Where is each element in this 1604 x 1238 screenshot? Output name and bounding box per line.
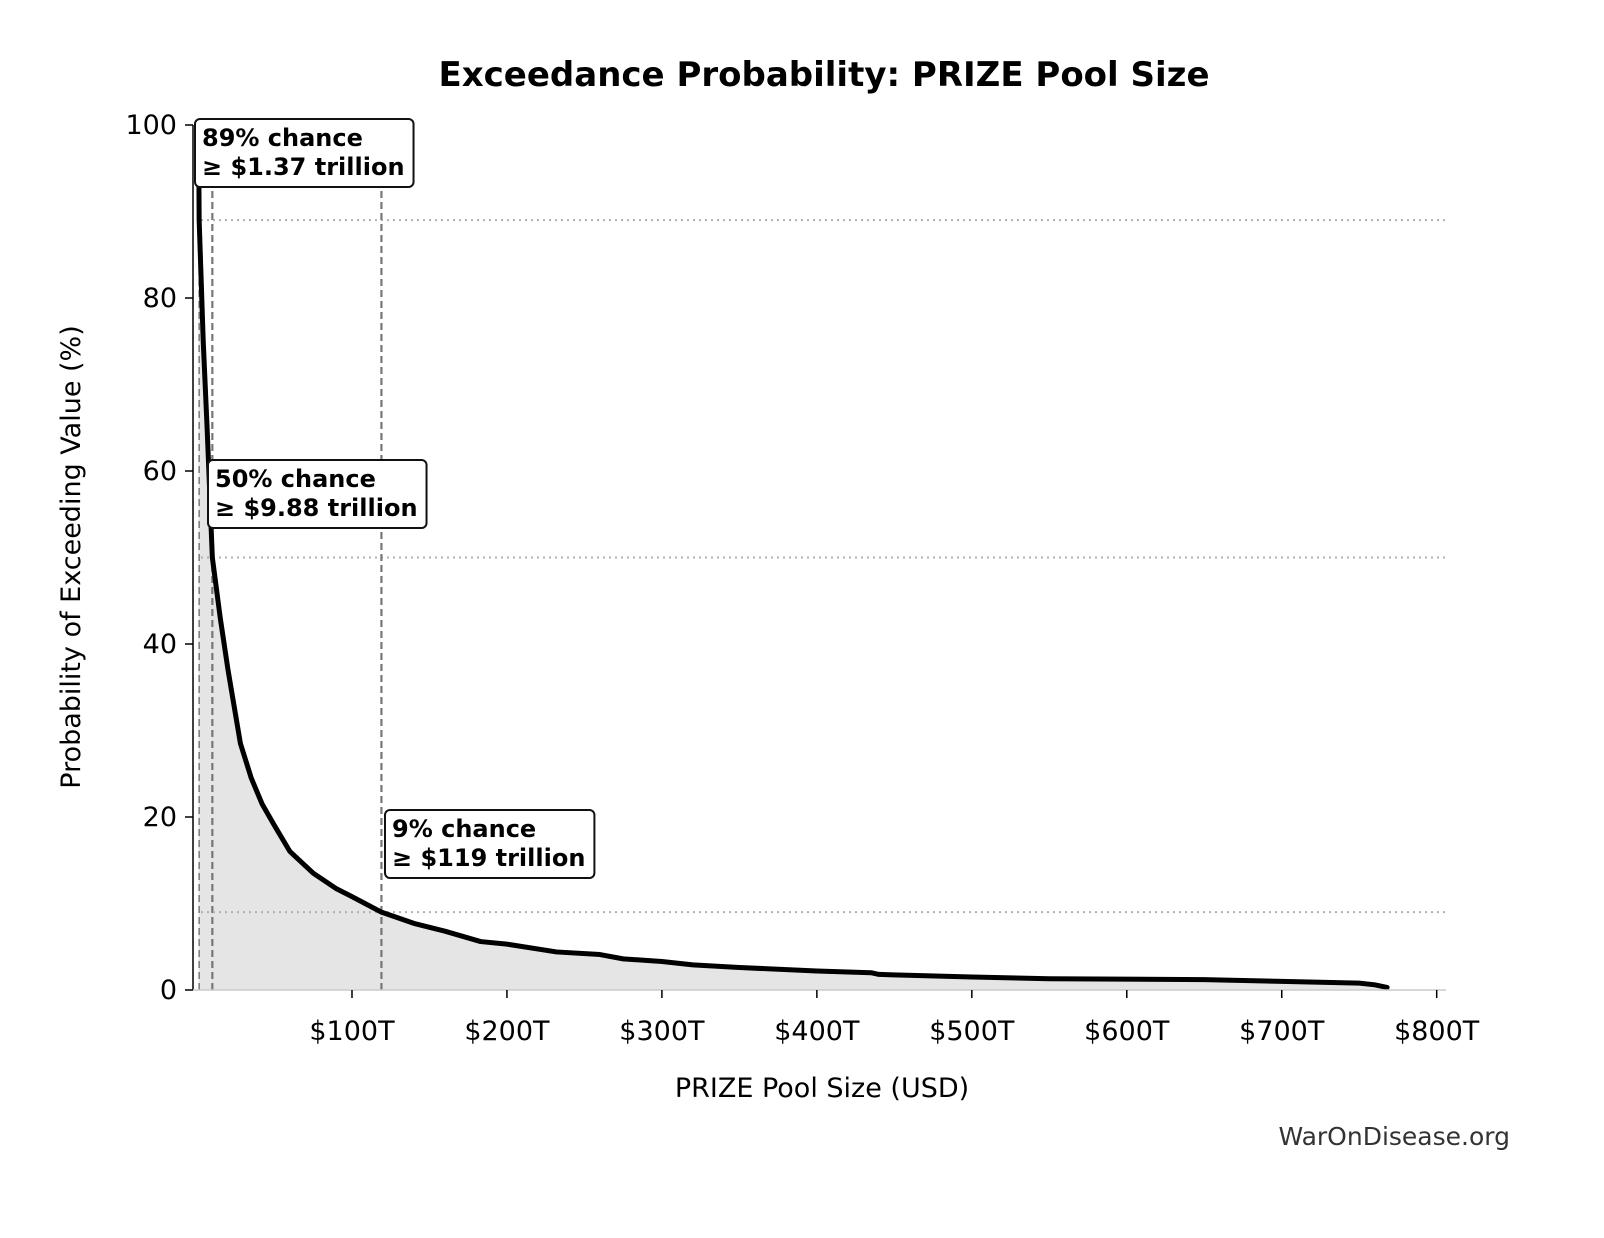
x-axis-label: PRIZE Pool Size (USD)	[675, 1073, 969, 1104]
y-axis-label: Probability of Exceeding Value (%)	[56, 325, 87, 788]
y-tick-label: 20	[143, 802, 177, 833]
watermark: WarOnDisease.org	[1278, 1122, 1510, 1151]
annotation-value: ≥ $1.37 trillion	[202, 153, 405, 181]
y-tick-label: 40	[143, 629, 177, 660]
x-tick-label: $200T	[464, 1016, 550, 1047]
annotation-box	[207, 459, 428, 529]
x-tick-label: $600T	[1084, 1016, 1170, 1047]
x-tick-label: $700T	[1239, 1016, 1325, 1047]
annotation-box	[194, 118, 415, 188]
y-tick-label: 80	[143, 283, 177, 314]
annotation-probability: 50% chance	[215, 465, 376, 493]
x-tick-label: $800T	[1394, 1016, 1480, 1047]
annotation-value: ≥ $119 trillion	[392, 844, 585, 872]
area-fill	[198, 125, 1388, 990]
x-tick-label: $400T	[774, 1016, 860, 1047]
x-tick-label: $500T	[929, 1016, 1015, 1047]
chart-title: Exceedance Probability: PRIZE Pool Size	[438, 55, 1209, 95]
annotation-probability: 9% chance	[392, 815, 536, 843]
annotation-box	[384, 809, 596, 879]
annotation-probability: 89% chance	[202, 124, 363, 152]
y-tick-label: 0	[160, 975, 177, 1006]
x-tick-label: $300T	[619, 1016, 705, 1047]
annotation-value: ≥ $9.88 trillion	[215, 494, 418, 522]
exceedance-curve	[196, 122, 1390, 990]
y-tick-label: 60	[143, 456, 177, 487]
x-tick-label: $100T	[309, 1016, 395, 1047]
y-tick-label: 100	[125, 110, 177, 141]
